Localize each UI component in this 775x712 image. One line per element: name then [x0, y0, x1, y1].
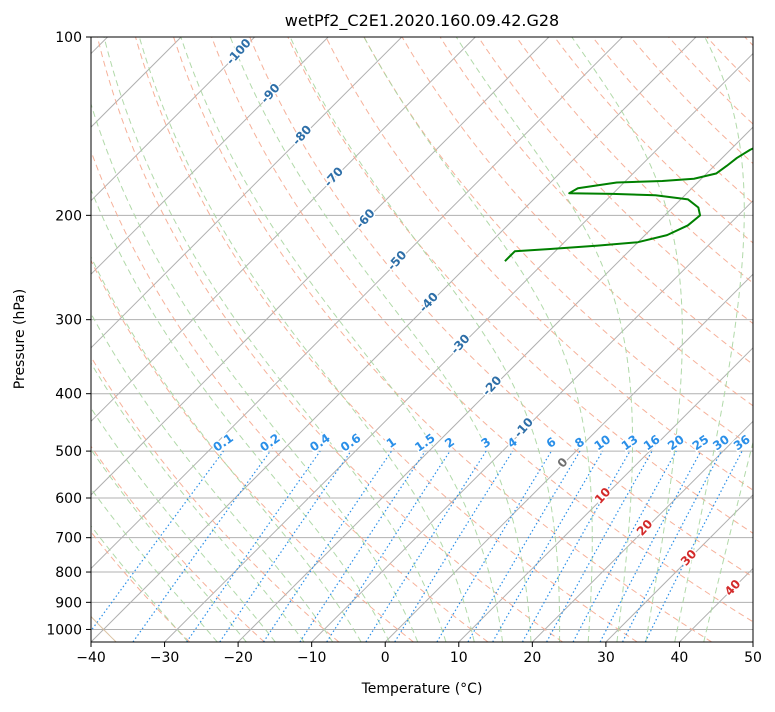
y-tick-label: 400 [55, 387, 82, 403]
dry-adiabat-line [91, 445, 265, 642]
moist-adiabat-line [229, 37, 532, 642]
x-tick-label: 50 [744, 650, 762, 666]
x-tick-label: 10 [450, 650, 468, 666]
isotherm-line [91, 37, 403, 349]
chart-title: wetPf2_C2E1.2020.160.09.42.G28 [285, 11, 559, 31]
dry-adiabat-line [96, 37, 563, 642]
x-axis-label: Temperature (°C) [361, 681, 483, 697]
isotherm-line [605, 494, 753, 642]
x-tick-label: −40 [76, 650, 106, 666]
isotherm-line [531, 420, 753, 642]
moist-adiabat-line [363, 37, 593, 642]
moist-adiabat-line [571, 37, 683, 642]
dry-adiabat-line [91, 259, 414, 642]
dry-adiabat-line [249, 37, 753, 578]
isotherm-line [91, 37, 697, 642]
moist-adiabat-line [91, 487, 218, 642]
mixing-ratio-line [91, 450, 225, 632]
y-tick-label: 700 [55, 531, 82, 547]
isotherm-line [237, 126, 753, 642]
dry-adiabat-line [173, 37, 713, 642]
mixing-ratio-line [326, 450, 451, 642]
y-tick-label: 1000 [46, 622, 82, 638]
x-tick-label: −30 [150, 650, 180, 666]
moist-adiabat-line [289, 37, 561, 642]
moist-adiabat-line [674, 37, 745, 642]
moist-adiabat-line [91, 525, 189, 642]
dry-adiabat-line [515, 37, 753, 284]
mixing-ratio-line [219, 450, 352, 642]
moist-adiabat-line [703, 440, 753, 642]
axis-layer: −40 −30 −20 −10 0 10 20 30 40 50 100 200 300 400 500 60… [46, 30, 762, 666]
moist-adiabat-line [180, 37, 504, 642]
mixing-ratio-line [644, 450, 743, 642]
x-tick-label: −20 [223, 650, 253, 666]
isotherm-line [384, 273, 753, 642]
y-tick-label: 800 [55, 565, 82, 581]
y-tick-label: 500 [55, 444, 82, 460]
mixing-ratio-line [186, 450, 321, 642]
plot-area [91, 37, 753, 642]
dry-adiabat-line [325, 37, 753, 491]
dry-adiabat-line [135, 37, 638, 642]
x-tick-label: −10 [297, 650, 327, 666]
plot-frame [90, 36, 754, 643]
mixing-ratio-line [546, 450, 653, 642]
moist-adiabat-line [91, 362, 305, 642]
mixing-ratio-line [521, 450, 631, 642]
moist-adiabat-line [91, 255, 362, 642]
mixing-ratio-line [572, 450, 677, 642]
isotherm-line [91, 37, 623, 570]
moist-adiabat-line [103, 37, 447, 642]
dewpoint-profile-line [504, 147, 753, 262]
isotherm-line [91, 37, 550, 496]
dry-adiabat-line [211, 37, 753, 623]
y-tick-label: 100 [55, 30, 82, 46]
isotherm-line [458, 347, 753, 642]
moist-adiabat-line [138, 37, 475, 642]
y-tick-label: 300 [55, 313, 82, 329]
series-layer [504, 147, 753, 262]
dry-adiabat-line [287, 37, 753, 534]
isotherm-line [91, 37, 256, 202]
moist-adiabat-line [91, 407, 276, 642]
mixing-ratio-line [299, 450, 426, 642]
moist-adiabat-line [91, 312, 334, 642]
isotherm-line [164, 52, 753, 642]
dry-adiabat-line [91, 355, 340, 642]
mixing-ratio-line [263, 450, 393, 642]
mixing-ratio-line [394, 450, 514, 642]
x-tick-label: 30 [597, 650, 615, 666]
isotherm-line [91, 37, 329, 275]
y-axis-label: Pressure (hPa) [12, 289, 28, 389]
x-tick-label: 40 [671, 650, 689, 666]
x-tick-label: 0 [381, 650, 390, 666]
y-tick-label: 600 [55, 491, 82, 507]
grid-layer [91, 37, 753, 642]
isotherm-line [91, 37, 476, 423]
y-tick-label: 900 [55, 595, 82, 611]
x-tick-label: 20 [523, 650, 541, 666]
moist-adiabat-line [91, 448, 247, 642]
y-tick-label: 200 [55, 208, 82, 224]
moist-adiabat-line [91, 188, 390, 642]
moist-adiabat-line [91, 102, 419, 642]
mixing-ratio-line [132, 450, 271, 642]
